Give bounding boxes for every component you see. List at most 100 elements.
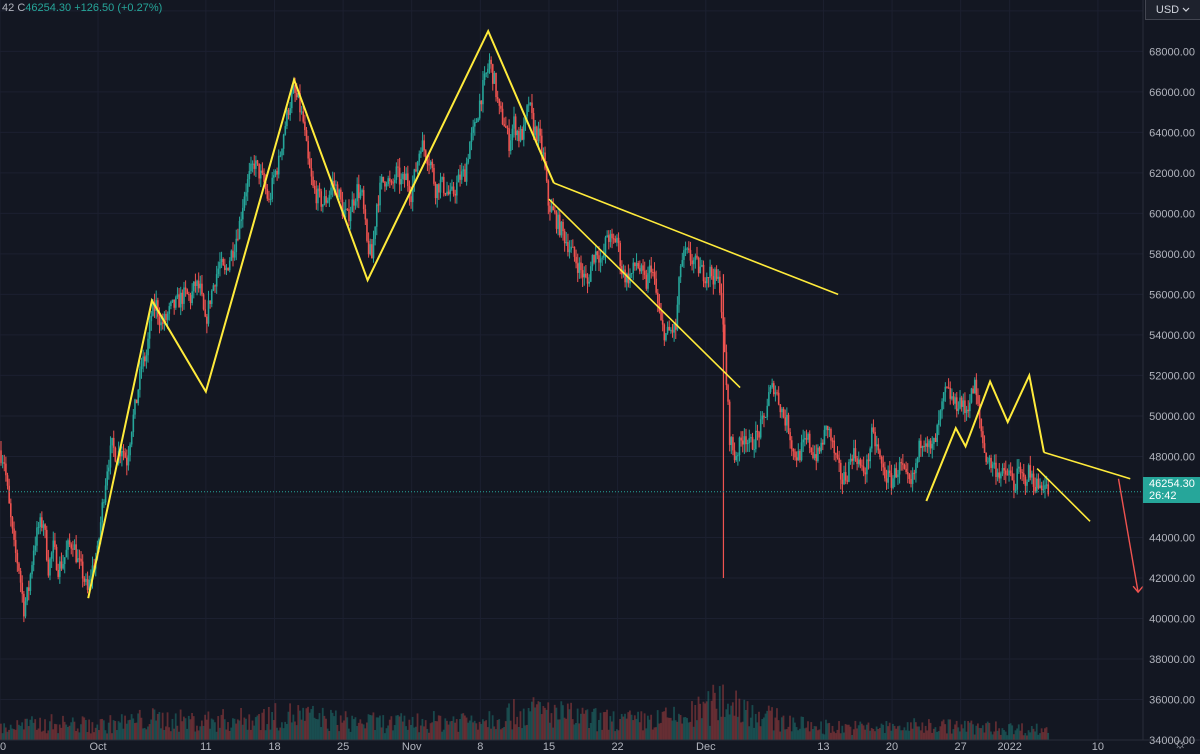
- candle-body: [57, 570, 59, 577]
- volume-bar: [303, 720, 306, 740]
- volume-bar: [341, 722, 344, 740]
- candle-body: [108, 467, 110, 472]
- candle-body: [808, 433, 811, 449]
- volume-bar: [496, 720, 499, 740]
- candle-body: [202, 294, 205, 310]
- candle-body: [286, 109, 288, 127]
- candle-body: [464, 169, 466, 182]
- candle-body: [45, 529, 48, 561]
- volume-bar: [148, 724, 151, 740]
- time-axis[interactable]: 20 Oct 11 18 25 Nov 8 15 22 Dec 13 20 27 2022 10: [0, 741, 1104, 753]
- volume-bar: [800, 716, 803, 740]
- candle-body: [712, 276, 715, 285]
- candle-body: [536, 126, 538, 142]
- volume-bar: [815, 726, 818, 740]
- candle-body: [384, 181, 386, 187]
- candle-body: [781, 408, 783, 413]
- candle-body: [572, 246, 574, 248]
- candle-body: [866, 459, 868, 475]
- volume-bar: [651, 729, 654, 740]
- volume-bar: [1040, 728, 1043, 740]
- candle-body: [349, 212, 352, 222]
- volume-bar: [981, 725, 984, 740]
- candle-body: [101, 502, 104, 523]
- candle-body: [578, 262, 581, 273]
- candle-body: [918, 440, 920, 458]
- candle-body: [506, 127, 509, 129]
- candle-body: [952, 396, 955, 404]
- candle-body: [1040, 485, 1043, 490]
- candle-body: [715, 269, 718, 279]
- volume-bar: [627, 712, 630, 740]
- volume-bar: [42, 730, 45, 740]
- candle-body: [304, 121, 306, 131]
- volume-bar: [908, 730, 911, 740]
- candle-body: [702, 264, 705, 282]
- volume-bar: [53, 723, 56, 740]
- price-axis[interactable]: 70000.0068000.0066000.0064000.0062000.00…: [1149, 6, 1195, 747]
- candle-body: [983, 443, 986, 453]
- volume-bar: [646, 715, 649, 740]
- volume-bar: [565, 718, 568, 740]
- volume-bar: [762, 717, 765, 740]
- volume-bar: [1039, 733, 1041, 740]
- candle-body: [821, 442, 824, 445]
- volume-bar: [490, 728, 492, 740]
- volume-bar: [186, 728, 189, 740]
- candle-body: [835, 453, 837, 455]
- volume-bar: [222, 709, 224, 740]
- gear-icon[interactable]: ☼: [1173, 735, 1187, 752]
- volume-bar: [774, 717, 777, 740]
- candle-body: [980, 418, 983, 432]
- volume-bar: [838, 721, 840, 740]
- volume-bar: [16, 720, 19, 740]
- candle-body: [601, 257, 604, 259]
- volume-bar: [960, 724, 963, 740]
- candle-body: [758, 432, 760, 438]
- candle-body: [480, 100, 483, 105]
- volume-bar: [1003, 729, 1005, 740]
- volume-bar: [805, 727, 808, 740]
- candle-body: [519, 128, 522, 142]
- candle-body: [442, 177, 445, 194]
- candle-body: [856, 458, 858, 464]
- candle-body: [215, 274, 218, 287]
- candle-body: [815, 454, 818, 462]
- currency-button[interactable]: USD: [1145, 0, 1200, 20]
- volume-bar: [256, 715, 259, 740]
- candle-body: [186, 289, 189, 294]
- volume-bar: [746, 701, 749, 740]
- candle-body: [802, 439, 804, 443]
- candle-body: [137, 389, 140, 404]
- volume-bar: [892, 723, 894, 740]
- volume-bar: [465, 717, 468, 740]
- volume-bar: [3, 723, 6, 740]
- volume-bar: [539, 702, 541, 740]
- volume-bar: [529, 711, 532, 740]
- volume-bar: [576, 708, 579, 740]
- candle-body: [728, 401, 731, 445]
- candle-body: [941, 401, 943, 411]
- volume-bar: [910, 722, 912, 740]
- candle-body: [80, 558, 82, 562]
- candle-body: [977, 395, 979, 404]
- candle-body: [358, 184, 360, 199]
- candle-body: [655, 278, 657, 293]
- volume-bar: [820, 721, 822, 740]
- price-tick-label: 40000.00: [1149, 613, 1195, 625]
- candle-body: [255, 160, 257, 169]
- volume-bar: [161, 712, 164, 740]
- time-tick-label: 10: [1092, 741, 1104, 753]
- volume-bar: [872, 728, 875, 740]
- candle-body: [616, 237, 618, 243]
- candle-body: [127, 455, 130, 466]
- candle-body: [353, 199, 355, 206]
- candle-body: [1019, 466, 1022, 473]
- volume-bar: [676, 721, 679, 740]
- volume-bar: [111, 733, 113, 740]
- candle-body: [518, 131, 520, 142]
- volume-bar: [792, 717, 795, 740]
- volume-bar: [758, 711, 760, 740]
- volume-bar: [504, 721, 507, 740]
